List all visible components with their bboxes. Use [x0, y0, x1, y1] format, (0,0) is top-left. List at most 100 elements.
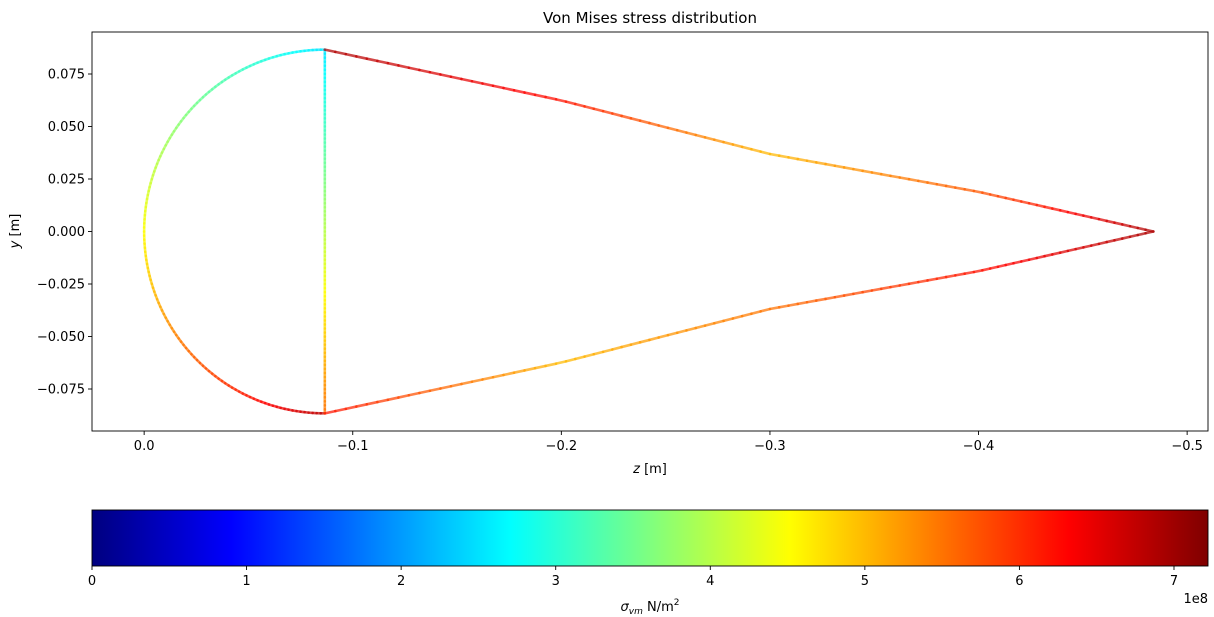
stress-segment [889, 174, 902, 179]
stress-segment [564, 357, 577, 363]
colorbar-label-sub: vm [629, 607, 643, 617]
stress-segment [355, 55, 369, 60]
stress-segment [460, 77, 474, 83]
stress-segment [842, 292, 855, 297]
stress-segment [611, 345, 623, 351]
stress-segment [512, 369, 526, 375]
stress-segment [713, 319, 725, 325]
stress-segment [592, 350, 605, 356]
colorbar-tick-label: 4 [706, 574, 714, 589]
stress-segment [1019, 200, 1031, 205]
stress-segment [564, 100, 577, 106]
stress-segment [386, 61, 400, 67]
stress-segment [1058, 209, 1070, 214]
stress-segment [1035, 203, 1046, 209]
stress-segment [583, 105, 596, 111]
stress-segment [460, 380, 474, 386]
y-tick-label: 0.025 [48, 173, 85, 188]
stress-segment [824, 295, 837, 301]
stress-segment [1113, 221, 1124, 226]
stress-segment [523, 366, 537, 372]
y-tick-label: 0.075 [48, 68, 85, 83]
stress-segment [694, 133, 707, 139]
stress-segment [1128, 224, 1140, 230]
stress-segment [1012, 260, 1023, 265]
stress-segment [916, 279, 929, 284]
stress-segment [323, 48, 337, 54]
stress-segment [972, 189, 984, 194]
stress-segment [981, 267, 992, 272]
stress-segment [1027, 201, 1039, 207]
stress-segment [334, 50, 348, 56]
colorbar-tick-label: 6 [1015, 574, 1023, 589]
stress-segment [870, 171, 883, 176]
stress-segment [544, 362, 558, 368]
stress-segment [750, 147, 762, 153]
stress-segment [1074, 212, 1085, 217]
x-axis-label: z [m] [632, 462, 667, 477]
stress-segment [601, 109, 614, 115]
stress-segment [988, 193, 1000, 198]
colorbar-offset-text: 1e8 [1183, 592, 1208, 607]
stress-segment [554, 360, 568, 365]
stress-segment [963, 187, 976, 193]
stress-segment [1027, 256, 1039, 262]
stress-segment [1043, 205, 1054, 210]
stress-segment [407, 391, 421, 397]
stress-segment [512, 89, 526, 94]
stress-segment [638, 119, 651, 125]
stress-segment [675, 128, 688, 134]
stress-segment [592, 107, 605, 113]
y-tick-label: 0.000 [48, 225, 85, 240]
stress-segment [694, 324, 707, 330]
stress-segment [502, 86, 516, 92]
stress-segment [407, 66, 421, 72]
stress-segment [1058, 249, 1070, 254]
stress-segment [334, 407, 348, 413]
stress-segment [620, 114, 633, 120]
stress-segment [814, 161, 827, 166]
y-axis-label-var: y [8, 240, 23, 249]
stress-segment [1097, 217, 1109, 223]
stress-segment [629, 341, 642, 346]
stress-segment [759, 150, 772, 156]
stress-segment [1074, 246, 1085, 251]
stress-segment [1120, 235, 1132, 240]
stress-segment [731, 143, 744, 149]
stress-segment [573, 355, 586, 361]
stress-segment [824, 162, 837, 168]
stress-segment [963, 270, 976, 276]
stress-segment [731, 314, 744, 320]
stress-segment [713, 138, 725, 144]
stress-segment [666, 331, 679, 337]
x-axis-label-var: z [632, 462, 641, 477]
stress-segment [768, 306, 781, 311]
stress-segment [954, 272, 966, 277]
stress-segment [470, 378, 484, 384]
colorbar-gradient [91, 509, 1209, 567]
x-tick-label: −0.4 [963, 439, 995, 454]
colorbar-tick-label: 3 [552, 574, 560, 589]
stress-segment [648, 336, 660, 342]
stress-segment [861, 169, 874, 174]
stress-segment [533, 364, 547, 370]
stress-segment [418, 68, 432, 74]
colorbar-tick-label: 2 [397, 574, 405, 589]
stress-segment [787, 302, 800, 307]
stress-segment [1051, 207, 1062, 212]
stress-segment [879, 285, 892, 291]
stress-segment [344, 405, 358, 411]
stress-segment [1113, 237, 1124, 242]
stress-segment [1082, 244, 1093, 249]
stress-segment [449, 75, 463, 81]
stress-segment [601, 348, 614, 354]
y-axis-label-unit: [m] [8, 214, 23, 241]
stress-segment [1105, 239, 1116, 244]
stress-segment [796, 300, 809, 306]
x-tick-label: −0.2 [546, 439, 578, 454]
chart-title: Von Mises stress distribution [543, 9, 757, 27]
stress-segment [376, 59, 390, 65]
colorbar-ticks: 0 1 2 3 4 5 6 7 [88, 566, 1178, 589]
stress-segment [1004, 196, 1015, 202]
